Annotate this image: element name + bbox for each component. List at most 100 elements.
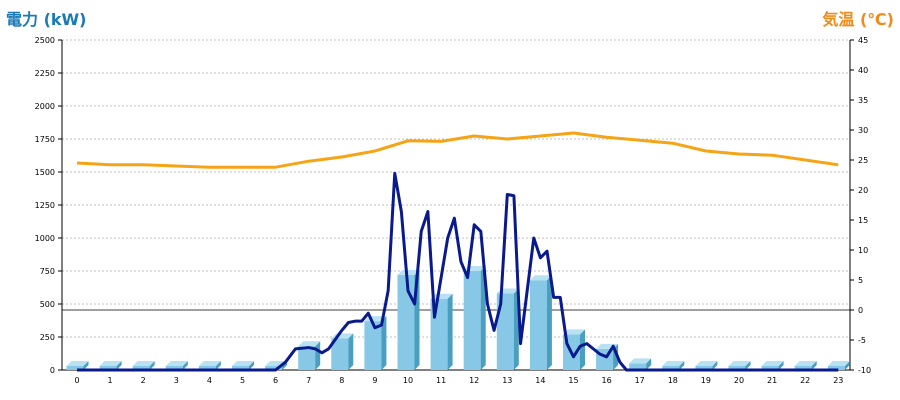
right-tick-label: 15 [858,216,868,225]
bar [232,366,249,370]
x-tick-label: 7 [306,376,311,385]
bar [728,366,746,370]
bar-top [99,361,122,366]
bar-side [315,341,321,370]
bar-side [480,266,486,370]
right-tick-label: 10 [858,246,868,255]
bar-top [563,329,585,335]
right-tick-label: 20 [858,186,868,195]
bar-side [580,329,585,370]
x-tick-label: 0 [74,376,79,385]
bar-top [695,361,718,366]
x-tick-label: 2 [141,376,146,385]
bar-top [430,293,453,299]
bar-side [182,361,188,370]
x-tick-label: 3 [174,376,179,385]
bar [265,366,283,370]
x-tick-label: 20 [734,376,744,385]
bar-top [66,361,89,366]
power-line [77,171,839,372]
right-axis-title: 気温 (℃) [822,10,894,29]
right-tick-label: 35 [858,96,868,105]
bar-top [298,341,321,347]
bar [695,366,713,370]
right-tick-label: 5 [858,276,863,285]
bar [165,366,183,370]
left-tick-label: 1250 [35,201,55,210]
x-tick-label: 17 [635,376,645,385]
bar [463,271,481,370]
bar-side [844,361,850,370]
x-tick-label: 15 [568,376,578,385]
bar-side [778,361,784,370]
bar-top [794,361,817,366]
bar-top [728,361,751,366]
bar-side [679,361,685,370]
x-tick-label: 10 [403,376,413,385]
x-tick-label: 9 [372,376,377,385]
left-tick-label: 500 [40,300,55,309]
bar [529,280,547,370]
bar-side [149,361,155,370]
bar-top [761,361,784,366]
bar-top [629,358,652,364]
bar-side [447,293,453,370]
x-tick-label: 5 [240,376,245,385]
bar [331,338,349,370]
right-tick-label: 45 [858,36,868,45]
bar-side [116,361,122,370]
left-tick-label: 2500 [35,36,55,45]
bar-side [83,361,89,370]
bar [794,366,812,370]
x-tick-label: 19 [701,376,711,385]
bar-side [215,361,221,370]
right-tick-label: -10 [858,366,871,375]
left-tick-label: 1500 [35,168,55,177]
x-tick-label: 4 [207,376,212,385]
bar-side [546,275,552,370]
x-tick-label: 12 [469,376,479,385]
bar-side [712,361,718,370]
bar [298,346,316,370]
bar [66,366,84,370]
bar [761,366,779,370]
right-tick-label: 40 [858,66,868,75]
right-tick-label: 30 [858,126,868,135]
x-tick-label: 11 [436,376,446,385]
bar [99,366,117,370]
bar [629,363,647,370]
x-tick-label: 23 [833,376,843,385]
bar-top [198,361,221,366]
bar [827,366,845,370]
left-tick-label: 250 [40,333,55,342]
bar-top [529,275,552,281]
x-tick-label: 14 [535,376,545,385]
right-tick-label: 0 [858,306,863,315]
bar-side [348,333,354,370]
bar [198,366,216,370]
bar [397,274,415,370]
temperature-line [76,131,839,169]
bar-side [646,358,652,370]
bar [662,366,680,370]
left-tick-label: 750 [40,267,55,276]
left-tick-label: 1750 [35,135,55,144]
bar-side [249,361,254,370]
bar-side [811,361,817,370]
left-tick-label: 2000 [35,102,55,111]
left-tick-label: 2250 [35,69,55,78]
left-axis-title: 電力 (kW) [6,10,87,29]
bar-top [165,361,188,366]
bar [364,321,382,370]
right-tick-label: -5 [858,336,866,345]
bar-top [232,361,254,366]
x-tick-label: 1 [108,376,113,385]
bar-top [132,361,155,366]
x-tick-label: 18 [668,376,678,385]
bar-side [381,316,387,370]
bar-side [745,361,751,370]
x-tick-label: 21 [767,376,777,385]
right-tick-label: 25 [858,156,868,165]
bar [132,366,150,370]
